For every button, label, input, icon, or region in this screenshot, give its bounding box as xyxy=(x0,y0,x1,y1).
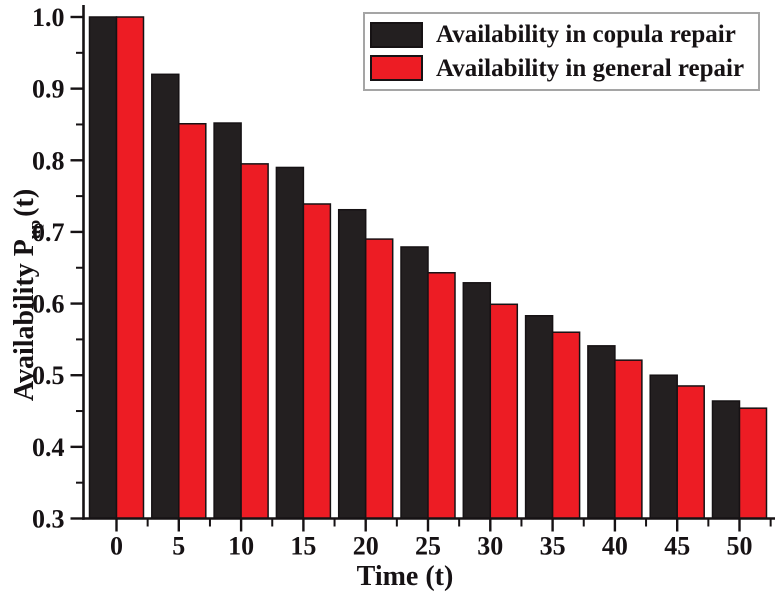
bar-copula-t15 xyxy=(275,166,305,520)
y-tick-label: 0.6 xyxy=(32,290,65,319)
bar-general-t15 xyxy=(302,203,332,520)
bar-copula-t0 xyxy=(88,16,118,520)
bar-general-t45 xyxy=(676,385,705,520)
legend: Availability in copula repair Availabili… xyxy=(363,12,760,91)
bar-copula-t20 xyxy=(337,208,367,520)
bar-general-t35 xyxy=(551,331,581,520)
bar-general-t25 xyxy=(427,272,456,520)
x-tick-label: 5 xyxy=(172,532,185,561)
x-axis-title: Time (t) xyxy=(356,561,454,592)
legend-swatch-general-repair xyxy=(370,55,423,82)
y-axis-title: Availability Pup(t) xyxy=(9,189,45,401)
y-axis-title-text: Availability P xyxy=(9,239,41,402)
y-axis-title-subscript: up xyxy=(24,219,44,240)
x-tick-label: 40 xyxy=(602,532,628,561)
y-axis-title-suffix: (t) xyxy=(9,188,41,217)
legend-item-copula-repair: Availability in copula repair xyxy=(370,21,758,49)
y-tick-label: 0.4 xyxy=(32,433,65,462)
legend-swatch-copula-repair xyxy=(370,21,423,48)
bar-general-t10 xyxy=(240,163,269,520)
bar-general-t5 xyxy=(178,122,207,520)
legend-label-general-repair: Availability in general repair xyxy=(436,54,745,82)
x-tick-label: 35 xyxy=(540,532,566,561)
x-tick-label: 30 xyxy=(477,532,503,561)
y-tick-label: 0.8 xyxy=(32,146,65,175)
bar-copula-t25 xyxy=(400,246,429,520)
bar-copula-t40 xyxy=(587,345,616,520)
bar-general-t20 xyxy=(364,238,394,520)
bar-general-t0 xyxy=(115,16,145,520)
legend-item-general-repair: Availability in general repair xyxy=(370,54,758,82)
bar-general-t50 xyxy=(738,407,768,520)
x-tick-label: 45 xyxy=(664,532,690,561)
bar-general-t40 xyxy=(614,359,643,520)
y-tick-label: 0.3 xyxy=(32,505,65,534)
bar-copula-t35 xyxy=(524,315,554,520)
bar-copula-t50 xyxy=(711,400,741,520)
bar-general-t30 xyxy=(489,303,519,520)
bar-copula-t30 xyxy=(462,282,492,520)
x-tick-label: 15 xyxy=(290,532,316,561)
y-tick-label: 0.9 xyxy=(32,75,65,104)
bar-copula-t45 xyxy=(649,374,678,520)
y-tick-label: 1.0 xyxy=(32,3,65,32)
bar-copula-t5 xyxy=(151,73,180,520)
x-tick-label: 50 xyxy=(727,532,753,561)
y-tick-label: 0.7 xyxy=(32,218,65,247)
legend-label-copula-repair: Availability in copula repair xyxy=(436,21,736,49)
x-tick-label: 20 xyxy=(353,532,379,561)
x-tick-label: 0 xyxy=(110,532,123,561)
bar-copula-t10 xyxy=(213,122,242,520)
x-tick-label: 10 xyxy=(228,532,254,561)
x-tick-label: 25 xyxy=(415,532,441,561)
y-tick-label: 0.5 xyxy=(32,361,65,390)
